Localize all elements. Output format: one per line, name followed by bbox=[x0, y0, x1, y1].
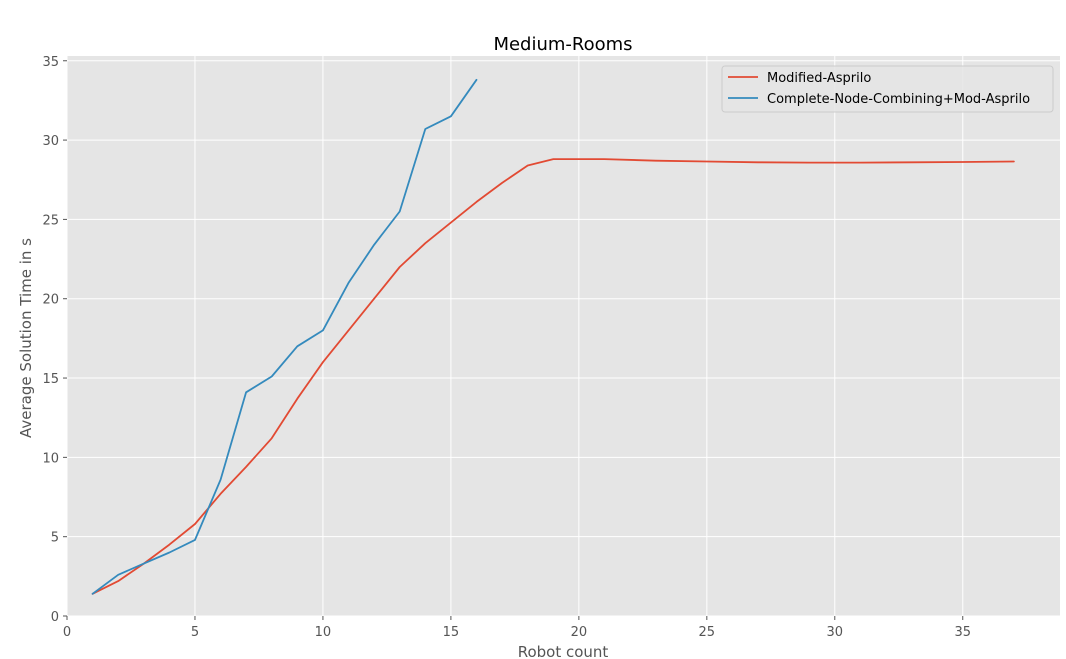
x-tick-label: 10 bbox=[315, 625, 332, 640]
y-axis-label: Average Solution Time in s bbox=[17, 238, 35, 438]
series-lines bbox=[91, 78, 1015, 595]
y-axis-ticks: 0 5 10 15 20 25 30 35 bbox=[42, 55, 67, 625]
y-tick-label: 0 bbox=[51, 610, 59, 625]
legend-label-modified-asprilo: Modified-Asprilo bbox=[767, 71, 871, 86]
x-tick-label: 15 bbox=[443, 625, 460, 640]
y-tick-label: 10 bbox=[42, 451, 59, 466]
series-line-complete-node-combining bbox=[91, 78, 478, 595]
legend-box bbox=[721, 65, 1054, 113]
x-axis-label: Robot count bbox=[518, 643, 609, 659]
x-tick-label: 5 bbox=[191, 625, 199, 640]
y-tick-label: 20 bbox=[42, 293, 59, 308]
x-tick-label: 0 bbox=[63, 625, 71, 640]
series-line-modified-asprilo bbox=[91, 158, 1015, 595]
chart-title: Medium-Rooms bbox=[493, 34, 632, 55]
x-tick-label: 30 bbox=[827, 625, 844, 640]
plot-area bbox=[67, 56, 1060, 616]
x-tick-label: 25 bbox=[699, 625, 716, 640]
y-tick-label: 30 bbox=[42, 134, 59, 149]
legend: Modified-Asprilo Complete-Node-Combining… bbox=[721, 65, 1054, 113]
x-tick-label: 35 bbox=[954, 625, 971, 640]
legend-label-complete-node-combining: Complete-Node-Combining+Mod-Asprilo bbox=[767, 92, 1030, 107]
y-tick-label: 5 bbox=[51, 531, 59, 546]
y-tick-label: 25 bbox=[42, 213, 59, 228]
x-axis-ticks: 0 5 10 15 20 25 30 35 bbox=[63, 616, 971, 640]
grid-lines bbox=[66, 56, 1060, 617]
y-tick-label: 15 bbox=[42, 372, 59, 387]
x-tick-label: 20 bbox=[571, 625, 588, 640]
y-tick-label: 35 bbox=[42, 55, 59, 70]
